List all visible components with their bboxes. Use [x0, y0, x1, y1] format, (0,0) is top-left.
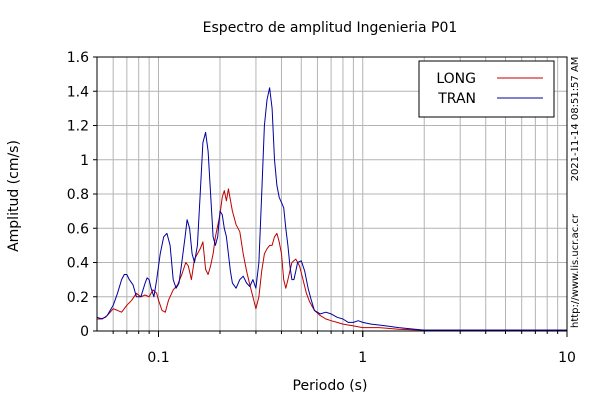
- series-line-tran: [96, 87, 567, 331]
- legend-label-tran: TRAN: [437, 91, 476, 107]
- x-tick-label: 10: [558, 350, 576, 366]
- y-tick-label: 0.2: [67, 290, 89, 306]
- legend-label-long: LONG: [436, 71, 476, 87]
- y-tick-label: 0.4: [67, 256, 89, 272]
- timestamp-label: 2021-11-14 08:51:57 AM: [570, 57, 581, 182]
- chart-title: Espectro de amplitud Ingenieria P01: [203, 20, 458, 36]
- ticks: 0 0.2 0.4 0.6 0.8 1 1.2 1.4 1.6 0.1 1 10: [67, 50, 576, 366]
- grid: [97, 57, 567, 331]
- legend-box: [418, 60, 555, 118]
- y-tick-label: 0: [80, 324, 89, 340]
- y-tick-label: 0.8: [67, 187, 89, 203]
- legend: LONG TRAN: [418, 60, 555, 118]
- x-tick-label: 0.1: [147, 350, 169, 366]
- y-tick-label: 1.2: [67, 119, 89, 135]
- y-tick-label: 1: [80, 153, 89, 169]
- website-label: http://www.lis.ucr.ac.cr: [570, 213, 581, 328]
- y-axis-label: Amplitud (cm/s): [6, 140, 22, 252]
- x-axis-label: Periodo (s): [293, 378, 368, 394]
- y-tick-label: 1.4: [67, 84, 89, 100]
- y-tick-label: 1.6: [67, 50, 89, 66]
- y-tick-label: 0.6: [67, 221, 89, 237]
- series-layer: [96, 87, 567, 331]
- x-tick-label: 1: [358, 350, 367, 366]
